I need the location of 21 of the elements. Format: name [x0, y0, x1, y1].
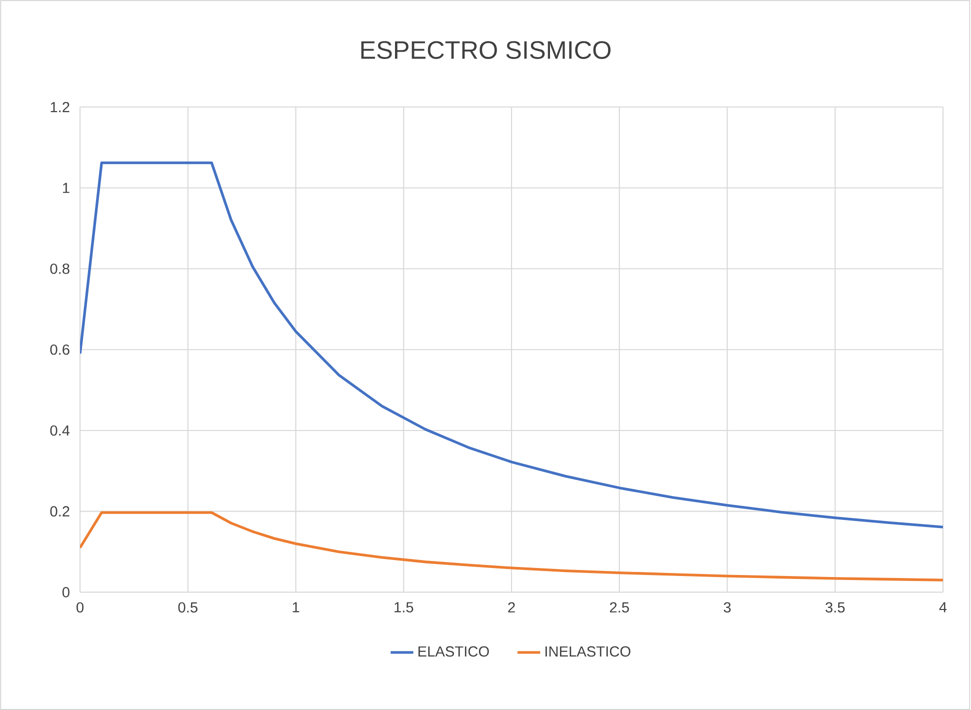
line-series: [80, 161, 943, 528]
x-tick-label: 4: [939, 602, 947, 612]
x-tick-label: 3: [724, 602, 731, 612]
x-tick-label: 2.5: [610, 602, 629, 612]
chart-title: ESPECTRO SISMICO: [361, 40, 611, 59]
x-tick-label: 1.5: [394, 602, 414, 612]
legend-label: INELASTICO: [546, 646, 630, 657]
y-tick-label: 0.6: [50, 344, 70, 355]
x-tick-label: 3.5: [826, 602, 845, 612]
x-tick-label: 0: [76, 602, 84, 612]
x-tick-label: 2: [508, 602, 515, 612]
y-tick-label: 1.2: [50, 102, 70, 112]
line-series: [80, 511, 943, 582]
y-tick-label: 0.8: [50, 263, 70, 274]
y-tick-label: 0: [62, 586, 70, 598]
y-tick-label: 1: [63, 182, 70, 193]
legend-label: ELASTICO: [418, 646, 489, 657]
y-tick-label: 0.2: [50, 506, 70, 516]
y-tick-label: 0.4: [50, 425, 70, 436]
x-tick-label: 1: [292, 602, 300, 612]
x-tick-label: 0.5: [178, 602, 198, 612]
